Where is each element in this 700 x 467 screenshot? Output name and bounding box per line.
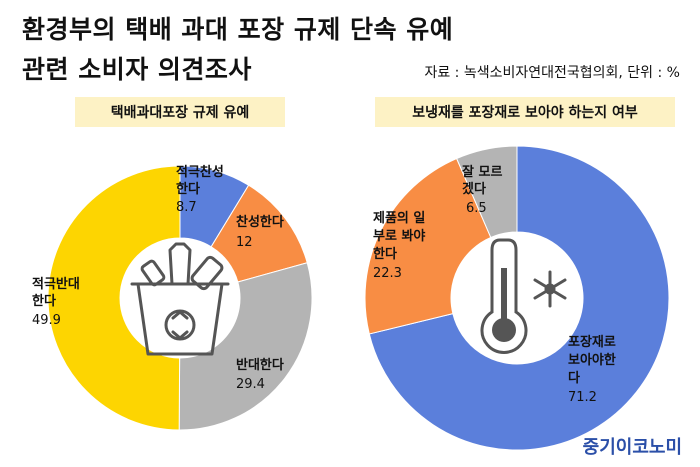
slice-label-unsure-l1: 잘 모르: [462, 165, 502, 180]
slice-value-unsure: 6.5: [466, 201, 487, 216]
left-donut-slice-3: [47, 165, 181, 431]
slice-label-packaging-l2: 보아야한: [568, 352, 616, 368]
page-title-line1: 환경부의 택배 과대 포장 규제 단속 유예: [22, 15, 454, 44]
slice-label-part-l1: 제품의 일: [373, 210, 425, 226]
donut-chart-left: [47, 165, 313, 431]
slice-value-strongly-disagree: 49.9: [32, 313, 61, 328]
slice-label-strongly-disagree-l1: 적극반대: [32, 276, 80, 292]
left-donut-slice-2: [178, 262, 313, 431]
right-donut-slice-2: [455, 145, 518, 239]
slice-value-part: 22.3: [373, 266, 402, 281]
slice-value-disagree: 29.4: [236, 377, 265, 392]
donut-chart-right: [364, 145, 670, 451]
slice-value-strongly-agree: 8.7: [176, 200, 197, 215]
right-donut-slice-1: [364, 157, 492, 335]
slice-label-part-l3: 한다: [373, 246, 397, 262]
chart-right-title: 보냉재를 포장재로 보아야 하는지 여부: [375, 97, 675, 127]
page-title-line2: 관련 소비자 의견조사: [22, 55, 252, 84]
slice-value-packaging: 71.2: [568, 390, 597, 405]
slice-label-packaging-l3: 다: [568, 370, 580, 386]
recycling-basket-icon: [130, 242, 230, 356]
right-donut-slice-0: [368, 145, 670, 451]
slice-value-agree: 12: [236, 235, 253, 250]
slice-label-disagree: 반대한다: [236, 357, 284, 373]
slice-label-strongly-disagree-l2: 한다: [32, 293, 56, 309]
chart-left-title: 택배과대포장 규제 유예: [75, 97, 285, 127]
slice-label-agree: 찬성한다: [236, 214, 284, 230]
slice-label-strongly-agree-l2: 한다: [176, 181, 200, 197]
source-note: 자료 : 녹색소비자연대전국협의회, 단위 : %: [424, 65, 680, 81]
slice-label-unsure-l2: 겠다: [462, 181, 486, 197]
slice-label-packaging-l1: 포장재로: [568, 334, 616, 350]
slice-label-part-l2: 부로 봐야: [373, 228, 425, 244]
snowflake-icon: [533, 270, 567, 308]
thermometer-icon: [480, 238, 528, 354]
brand-logo: 중기이코노미: [582, 437, 682, 458]
slice-label-strongly-agree-l1: 적극찬성: [176, 164, 224, 180]
